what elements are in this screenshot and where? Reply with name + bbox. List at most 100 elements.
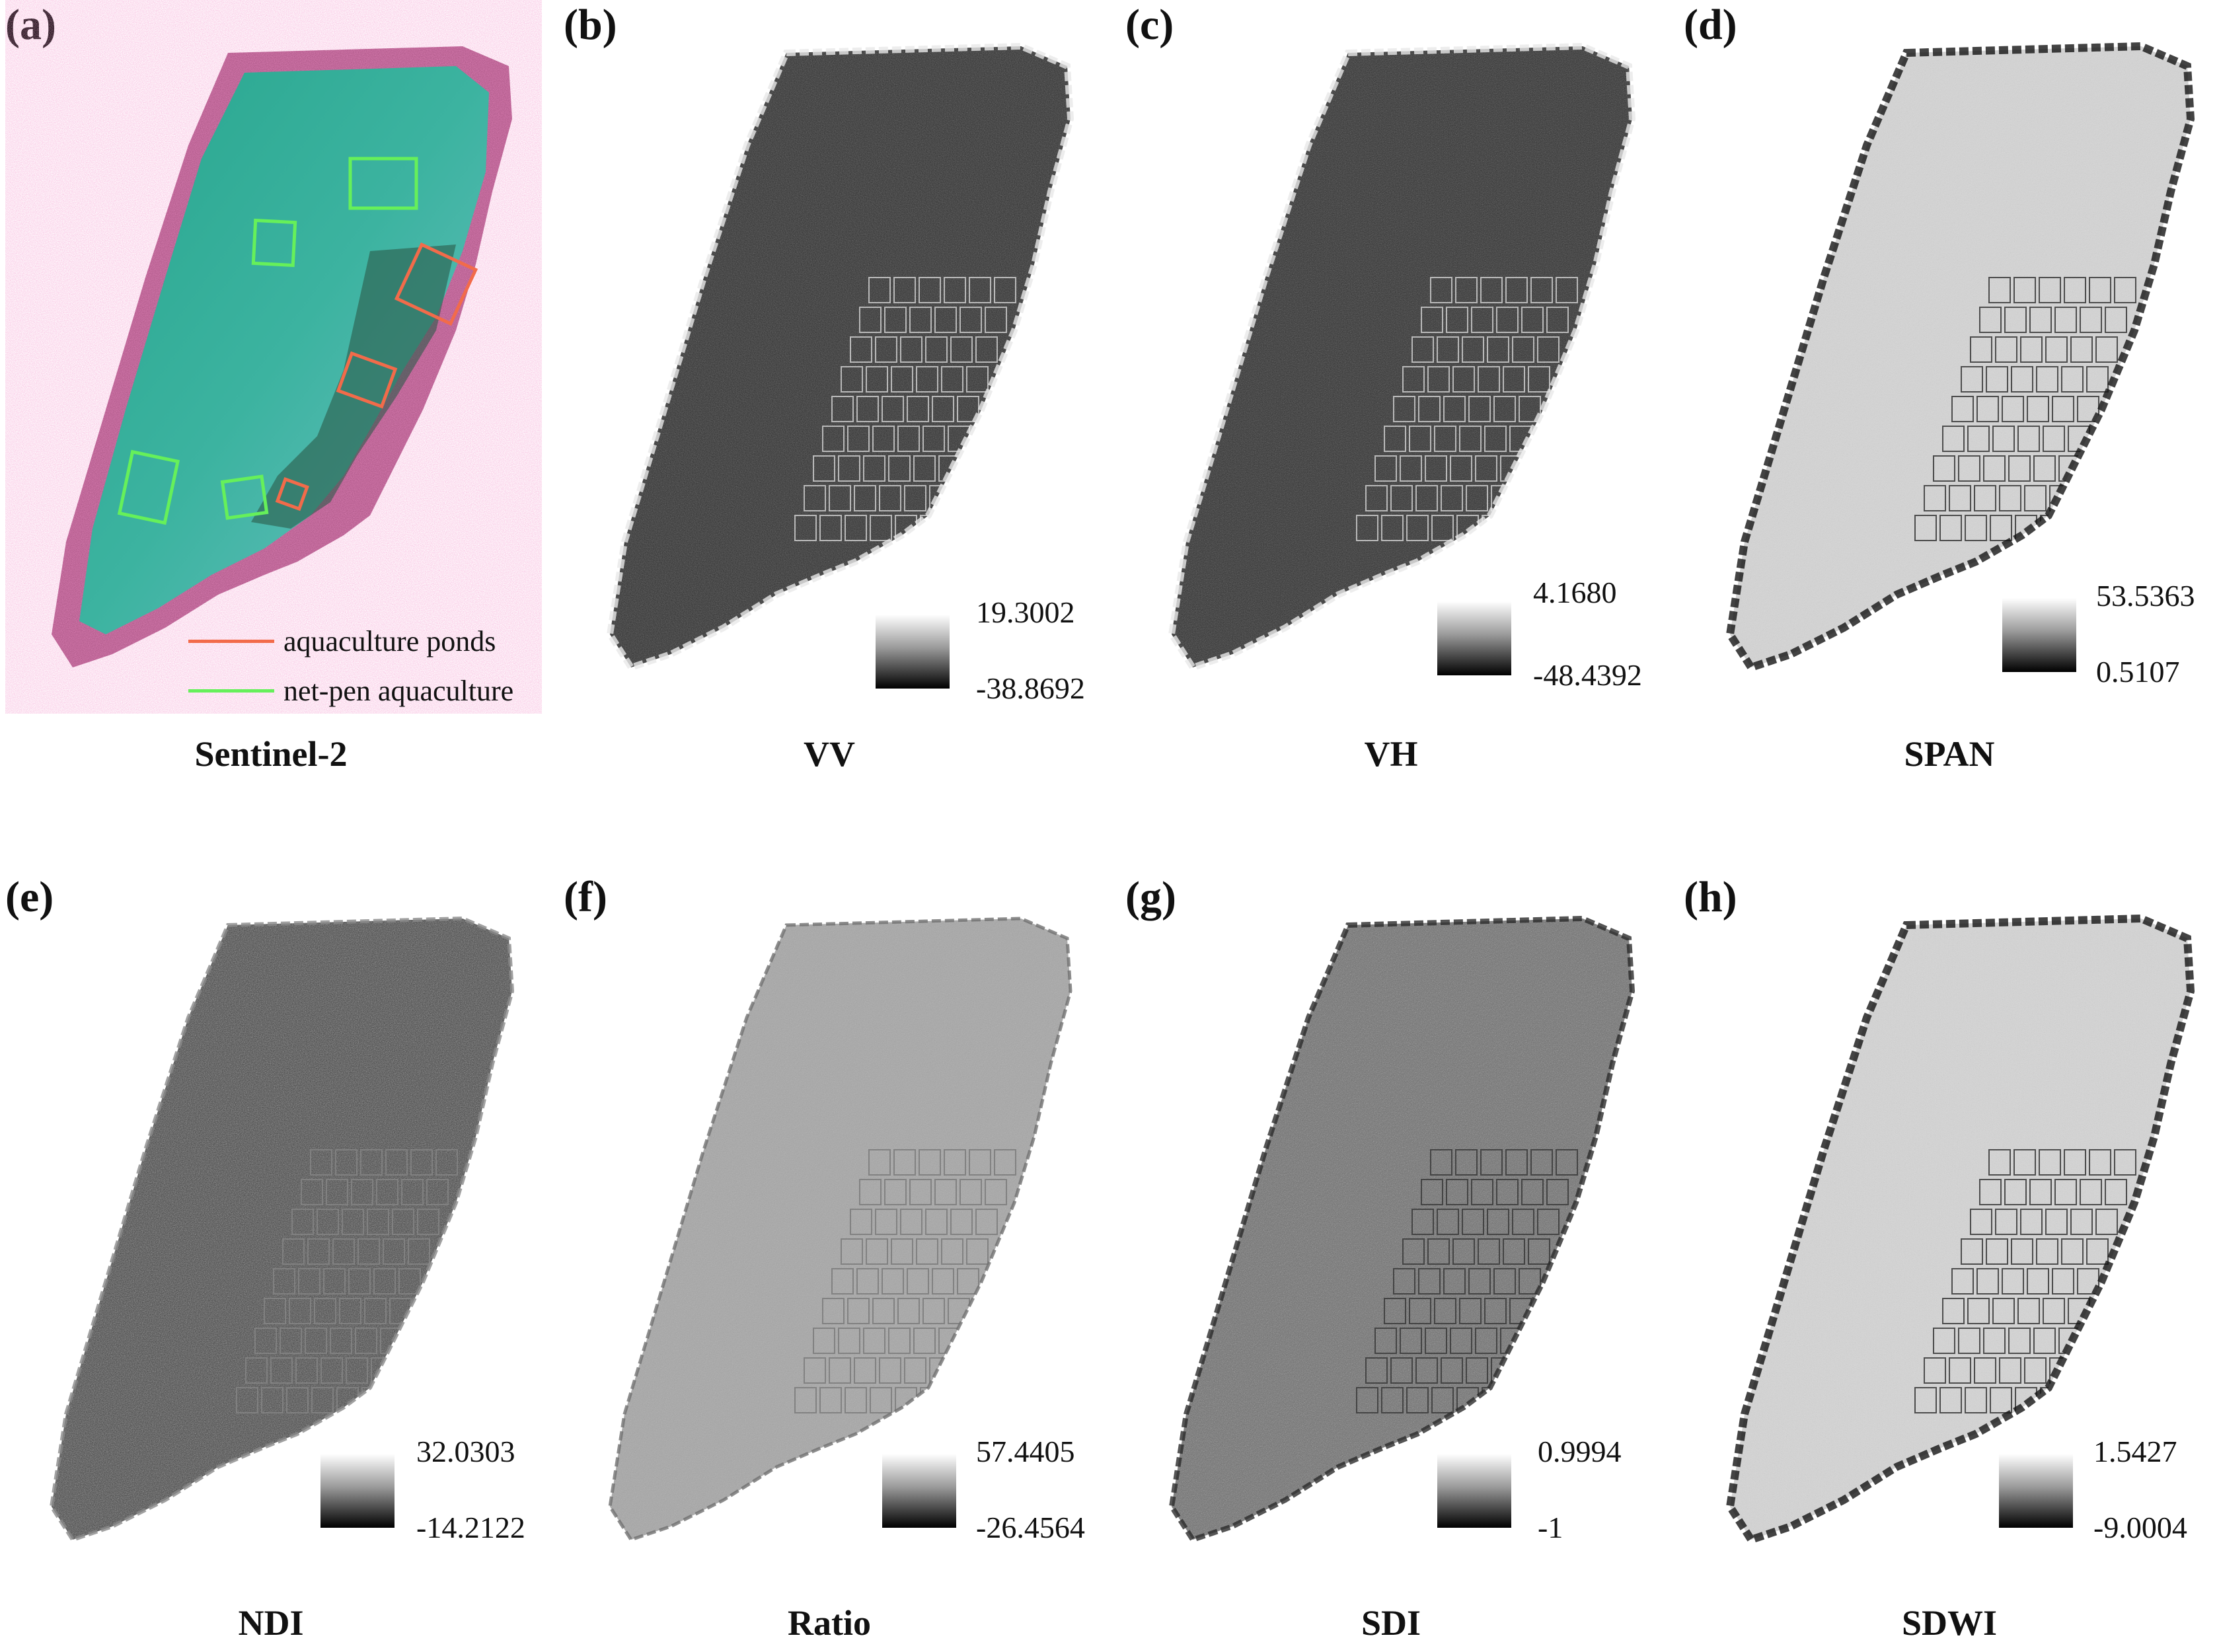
pond-cell	[888, 455, 911, 482]
pond-cell	[868, 1149, 891, 1176]
netpen-box	[348, 157, 418, 210]
pond-cell	[1990, 515, 2012, 541]
panel-letter: (h)	[1684, 873, 1737, 921]
pond-cell	[1961, 366, 1983, 393]
pond-cell	[856, 396, 879, 422]
pond-cell	[367, 1209, 389, 1235]
pond-cell	[2020, 336, 2043, 363]
pond-cell	[2027, 1268, 2049, 1295]
map-texture	[1172, 919, 1632, 1540]
shoreline-edge	[606, 42, 1074, 671]
pond-cell	[1493, 396, 1516, 422]
pond-cell	[2095, 336, 2118, 363]
shoreline-edge	[1725, 914, 2195, 1545]
pond-cell	[985, 1179, 1007, 1205]
pond-cell	[323, 1268, 346, 1295]
shoreline-edge	[1168, 915, 1636, 1543]
panel-g: (g) 0.9994 -1 SDI	[1120, 872, 1662, 1643]
pond-cell	[794, 1387, 817, 1413]
pond-cell	[870, 515, 892, 541]
legend-label: net-pen aquaculture	[283, 675, 514, 707]
pond-cell	[1446, 1179, 1468, 1205]
pond-cell	[1528, 366, 1550, 393]
pond-cell	[2008, 1328, 2031, 1354]
pond-cell	[1939, 1387, 1962, 1413]
pond-cell	[1990, 1387, 2012, 1413]
pond-cell	[1970, 336, 1992, 363]
pond-cell	[879, 485, 901, 511]
pond-cell	[1356, 1387, 1378, 1413]
legend-item-ponds: aquaculture ponds	[188, 624, 496, 658]
pond-cell	[804, 485, 826, 511]
pond-cell	[900, 336, 922, 363]
pond-box	[394, 242, 478, 326]
pond-cell	[1430, 277, 1452, 303]
pond-box	[336, 351, 398, 409]
colorbar-gradient	[1437, 1454, 1511, 1528]
sdwi-image	[1725, 914, 2195, 1545]
pond-cell	[1462, 1209, 1484, 1235]
pond-cell	[270, 1357, 293, 1384]
pond-cell	[383, 1238, 405, 1265]
pond-grid	[1356, 1149, 1578, 1413]
pond-cell	[897, 1298, 920, 1324]
colorbar-max-label: 4.1680	[1533, 576, 1617, 609]
pond-cell	[342, 1209, 364, 1235]
pond-cell	[2011, 1238, 2033, 1265]
pond-cell	[925, 336, 948, 363]
pond-cell	[2045, 336, 2068, 363]
pond-cell	[1462, 336, 1484, 363]
pond-cell	[2036, 366, 2058, 393]
pond-cell	[1974, 1357, 1996, 1384]
pond-cell	[1949, 485, 1971, 511]
pond-cell	[1484, 1298, 1507, 1324]
pond-cell	[916, 1238, 938, 1265]
colorbar-max-label: 19.3002	[976, 595, 1075, 629]
pond-cell	[882, 396, 904, 422]
pond-cell	[1512, 1209, 1534, 1235]
panel-letter: (d)	[1684, 1, 1737, 49]
pond-cell	[975, 336, 998, 363]
pond-cell	[893, 1149, 916, 1176]
pond-cell	[1556, 277, 1578, 303]
pond-cell	[1484, 426, 1507, 452]
pond-cell	[904, 485, 926, 511]
vv-image	[606, 42, 1074, 671]
pond-cell	[804, 1357, 826, 1384]
pond-cell	[2114, 1149, 2136, 1176]
pond-cell	[2017, 426, 2040, 452]
pond-cell	[2061, 366, 2084, 393]
panel-title: VH	[1364, 734, 1418, 774]
pond-cell	[282, 1238, 305, 1265]
panel-c: (c) 4.1680 -48.4392 VH	[1120, 0, 1662, 774]
pond-cell	[2089, 277, 2111, 303]
pond-cell	[859, 307, 882, 333]
pond-cell	[1468, 1268, 1491, 1295]
panel-f: (f) 57.4405 -26.4564 Ratio	[558, 872, 1100, 1643]
panel-d: (d) 53.5363 0.5107 SPAN	[1678, 0, 2219, 774]
pond-cell	[1421, 307, 1443, 333]
pond-cell	[332, 1238, 355, 1265]
pond-cell	[355, 1328, 377, 1354]
span-image	[1725, 42, 2195, 673]
netpen-box	[220, 474, 269, 520]
pond-cell	[1443, 1268, 1466, 1295]
pond-cell	[854, 485, 876, 511]
pond-cell	[872, 1298, 895, 1324]
pond-cell	[2086, 366, 2109, 393]
pond-cell	[1496, 1179, 1519, 1205]
pond-cell	[1425, 455, 1447, 482]
pond-cell	[310, 1149, 332, 1176]
panel-title: Sentinel-2	[194, 734, 348, 774]
pond-cell	[957, 1268, 979, 1295]
pond-cell	[819, 1387, 842, 1413]
pond-cell	[1400, 455, 1422, 482]
pond-cell	[1974, 485, 1996, 511]
pond-cell	[2080, 1179, 2102, 1205]
pond-cell	[1979, 307, 2002, 333]
pond-cell	[950, 336, 973, 363]
pond-cell	[261, 1387, 283, 1413]
pond-cell	[2004, 307, 2027, 333]
pond-cell	[1530, 1149, 1553, 1176]
pond-cell	[1988, 277, 2011, 303]
